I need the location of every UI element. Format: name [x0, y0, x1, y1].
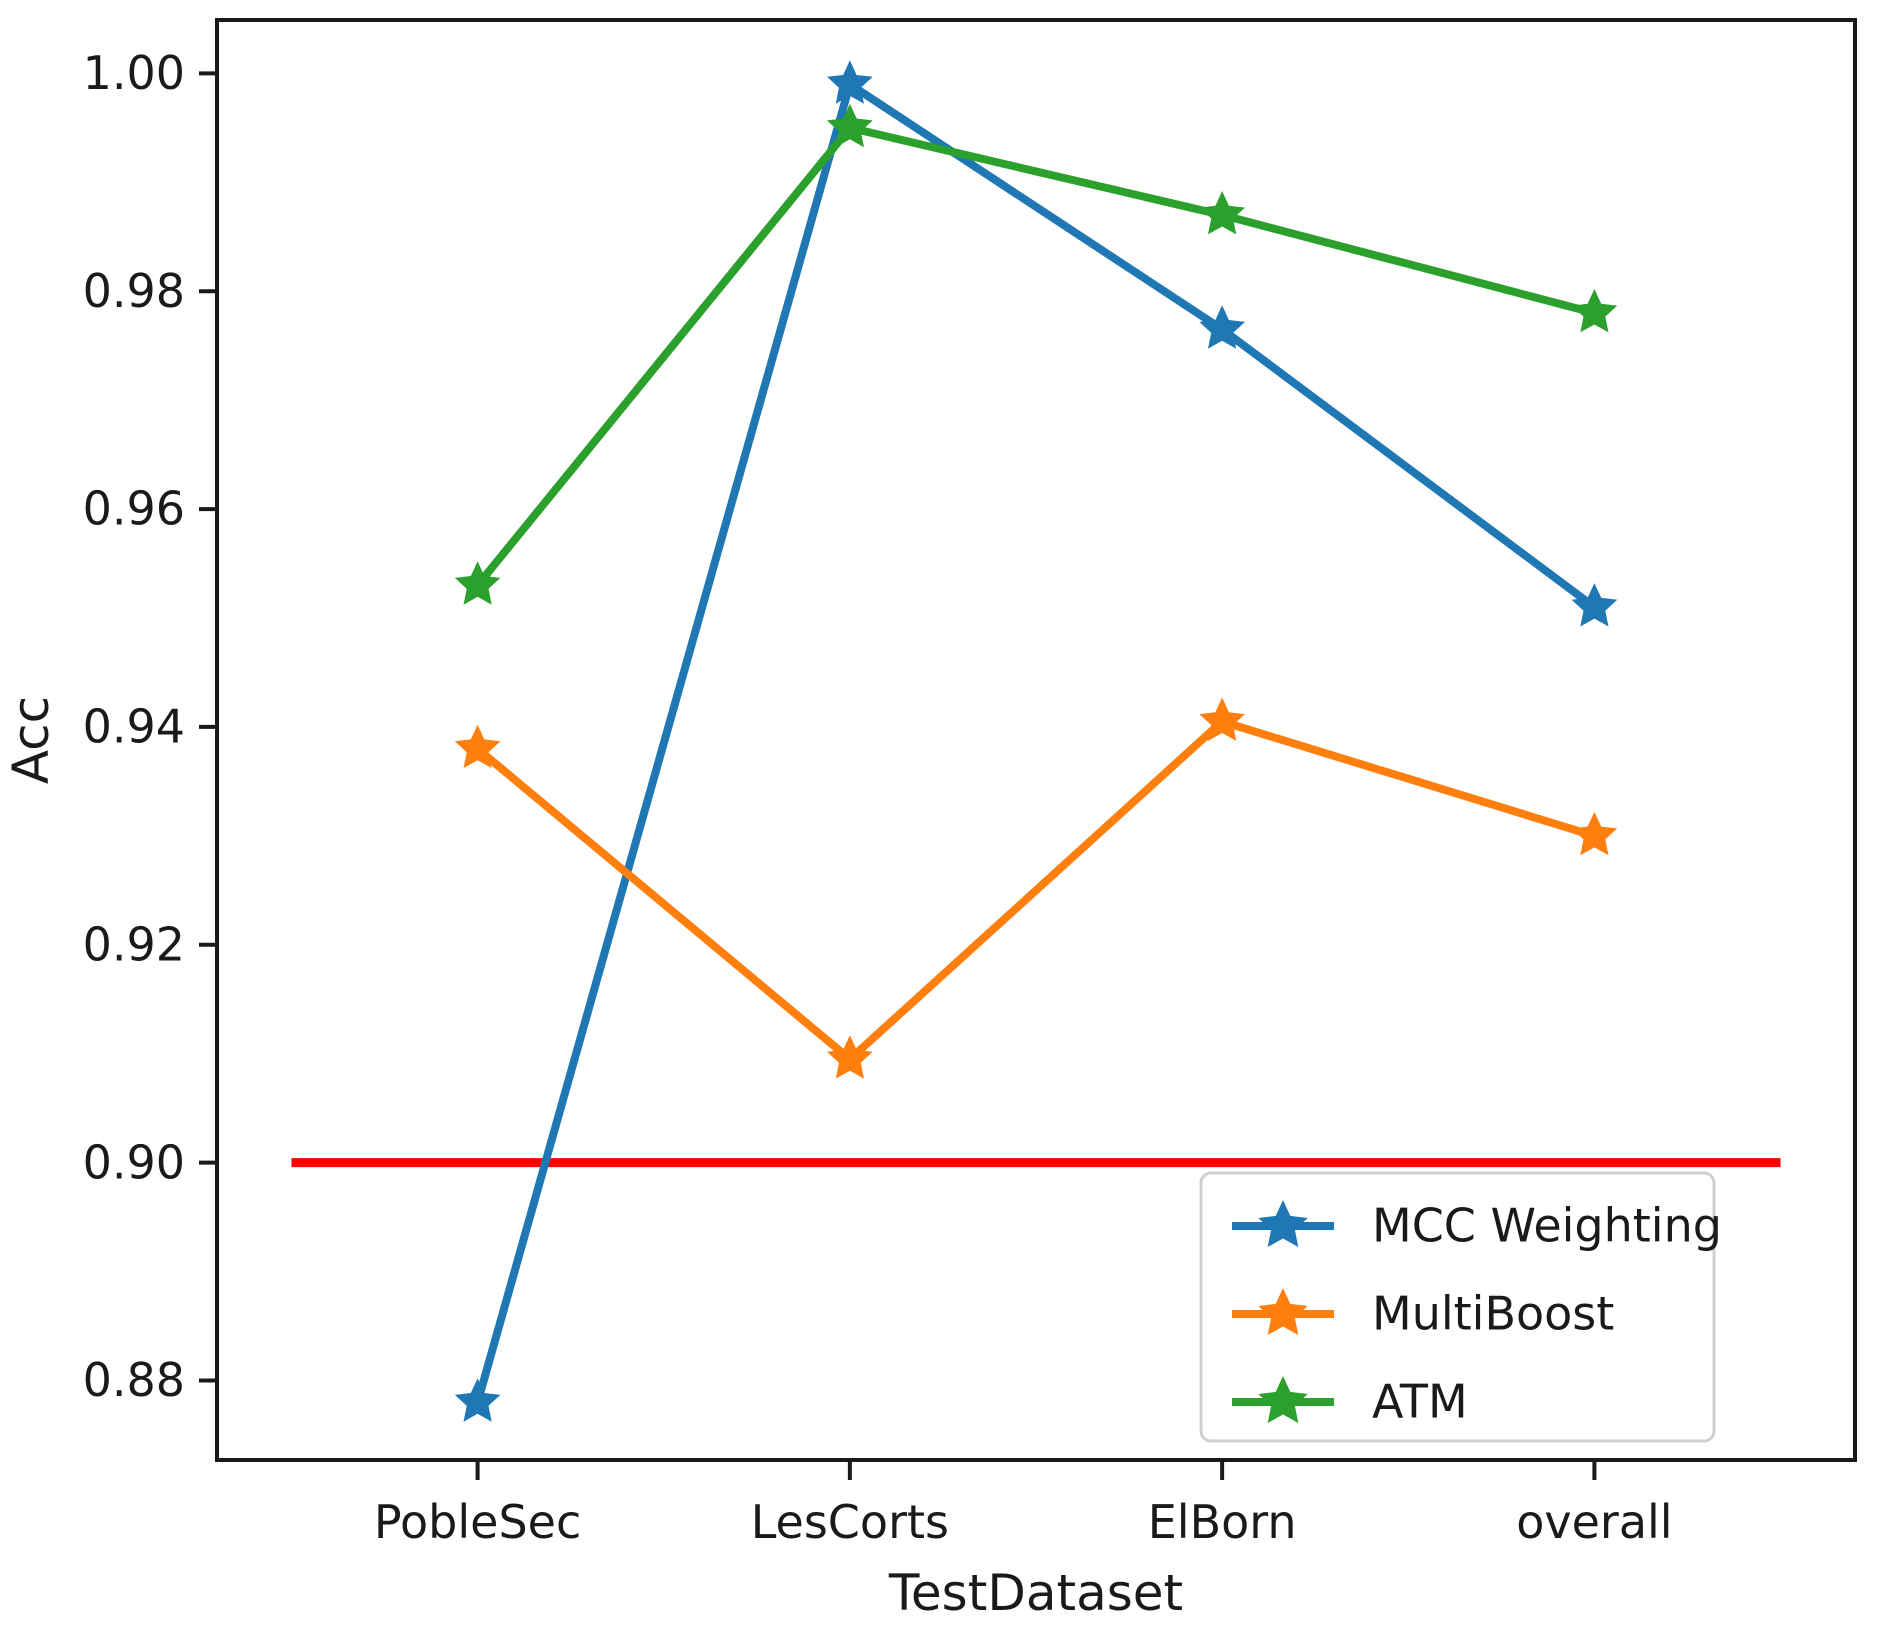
x-tick-label: ElBorn [1148, 1495, 1297, 1549]
series-line-mcc-weighting [473, 80, 1599, 1407]
series-marker-atm [454, 561, 501, 605]
legend-marker-star-atm [1258, 1376, 1308, 1423]
legend-marker-star-mcc-weighting [1258, 1200, 1308, 1247]
series-marker-mcc-weighting [454, 1378, 501, 1422]
series-line-multiboost [473, 717, 1599, 1064]
series-marker-mcc-weighting [1571, 583, 1618, 627]
y-tick-label: 0.92 [83, 917, 185, 971]
x-tick-label: overall [1516, 1495, 1672, 1549]
y-tick-label: 0.96 [83, 482, 185, 536]
series-marker-mcc-weighting [1199, 305, 1245, 349]
y-tick-label: 0.94 [83, 700, 185, 754]
x-tick-label: LesCorts [751, 1495, 949, 1549]
series-marker-mcc-weighting [827, 60, 873, 104]
series-marker-atm [827, 103, 873, 148]
series-marker-multiboost [1571, 811, 1618, 856]
legend-box [1199, 1171, 1716, 1443]
legend-label-mcc-weighting: MCC Weighting [1372, 1199, 1722, 1253]
series-marker-multiboost [1199, 697, 1245, 741]
legend-label-multiboost: MultiBoost [1372, 1287, 1614, 1341]
legend-marker-star-multiboost [1258, 1288, 1308, 1335]
legend-label-atm: ATM [1372, 1375, 1468, 1429]
series-line-atm [473, 123, 1599, 590]
plot-border [215, 18, 1857, 1462]
y-tick-label: 0.88 [83, 1353, 185, 1407]
series-marker-atm [1199, 191, 1245, 235]
series-marker-multiboost [827, 1035, 873, 1079]
y-tick-label: 1.00 [83, 46, 185, 100]
y-tick-label: 0.90 [83, 1135, 185, 1189]
x-axis-label: TestDataset [888, 1564, 1183, 1622]
y-tick-label: 0.98 [83, 264, 185, 318]
series-marker-multiboost [454, 724, 501, 769]
series-marker-atm [1571, 289, 1618, 333]
x-tick-label: PobleSec [374, 1495, 581, 1549]
y-axis-label: Acc [2, 696, 60, 784]
